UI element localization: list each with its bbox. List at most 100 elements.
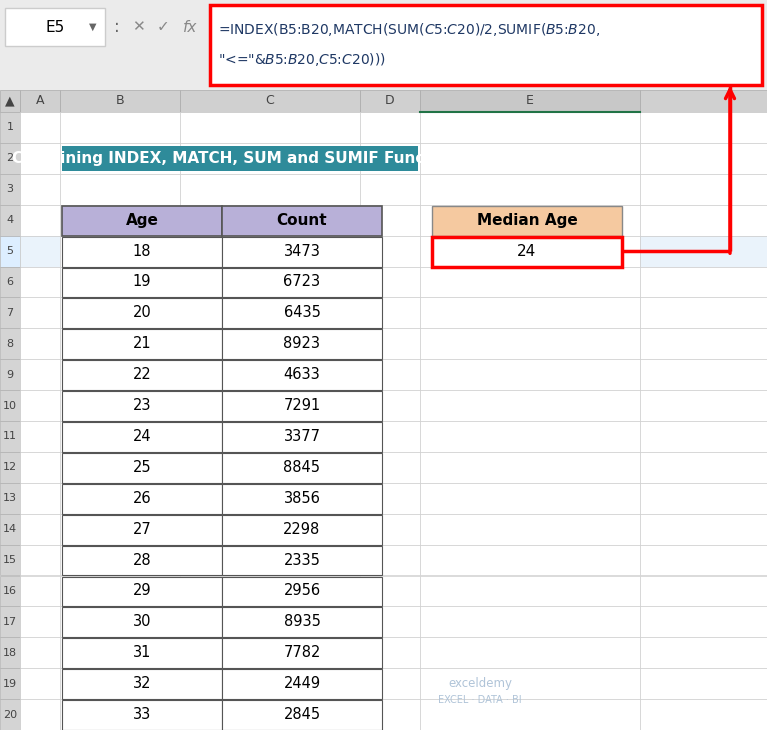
Bar: [180, 174, 360, 204]
Bar: [20, 266, 60, 297]
Text: exceldemy: exceldemy: [448, 677, 512, 690]
Bar: [222, 545, 382, 575]
Bar: [420, 483, 640, 514]
Bar: [420, 514, 640, 545]
Text: 9: 9: [6, 369, 14, 380]
Text: 33: 33: [133, 707, 151, 722]
Bar: [420, 421, 640, 452]
Bar: [20, 514, 60, 545]
Bar: [360, 328, 420, 359]
Bar: [420, 266, 640, 297]
Bar: [180, 637, 360, 668]
Bar: [60, 236, 180, 266]
Bar: [60, 483, 180, 514]
Bar: [222, 422, 382, 452]
Text: 3473: 3473: [284, 244, 321, 258]
Text: 3856: 3856: [284, 491, 321, 506]
Text: =INDEX(B5:B20,MATCH(SUM($C$5:$C$20)/2,SUMIF($B$5:$B$20,: =INDEX(B5:B20,MATCH(SUM($C$5:$C$20)/2,SU…: [218, 20, 600, 37]
Bar: [360, 390, 420, 421]
Bar: [222, 329, 382, 359]
Bar: [180, 390, 360, 421]
Bar: [640, 359, 767, 390]
Bar: [180, 452, 360, 483]
Text: 24: 24: [518, 244, 537, 258]
Bar: [20, 328, 60, 359]
Text: 17: 17: [3, 617, 17, 627]
Bar: [0, 0, 767, 90]
Text: 25: 25: [133, 460, 151, 474]
Bar: [20, 390, 60, 421]
Bar: [180, 421, 360, 452]
Bar: [0, 668, 20, 699]
Bar: [60, 607, 180, 637]
Text: 13: 13: [3, 493, 17, 503]
Text: A: A: [36, 94, 44, 107]
Bar: [420, 668, 640, 699]
Text: "<="&$B$5:$B$20,$C$5:$C$20))): "<="&$B$5:$B$20,$C$5:$C$20))): [218, 52, 386, 69]
Bar: [640, 452, 767, 483]
Bar: [420, 90, 640, 112]
Bar: [0, 236, 20, 266]
Text: B: B: [116, 94, 124, 107]
Bar: [360, 143, 420, 174]
Text: 22: 22: [133, 367, 151, 382]
Bar: [222, 577, 382, 607]
Bar: [62, 638, 222, 668]
Bar: [62, 237, 222, 266]
Text: 6723: 6723: [284, 274, 321, 290]
Bar: [60, 204, 180, 236]
Bar: [222, 484, 382, 514]
Bar: [640, 90, 767, 112]
Bar: [62, 422, 222, 452]
Text: C: C: [265, 94, 275, 107]
Bar: [640, 204, 767, 236]
Bar: [60, 668, 180, 699]
Bar: [360, 607, 420, 637]
Text: 2449: 2449: [284, 676, 321, 691]
Text: Count: Count: [277, 212, 328, 228]
Text: 28: 28: [133, 553, 151, 567]
Bar: [62, 484, 222, 514]
Bar: [180, 359, 360, 390]
Bar: [360, 421, 420, 452]
Bar: [360, 483, 420, 514]
Bar: [222, 515, 382, 545]
Bar: [180, 575, 360, 607]
Bar: [640, 575, 767, 607]
Bar: [62, 360, 222, 390]
Bar: [640, 607, 767, 637]
Text: 6435: 6435: [284, 305, 321, 320]
Text: 20: 20: [3, 710, 17, 720]
Bar: [60, 90, 180, 112]
Text: Combining INDEX, MATCH, SUM and SUMIF Functions: Combining INDEX, MATCH, SUM and SUMIF Fu…: [12, 151, 468, 166]
Text: 2956: 2956: [284, 583, 321, 599]
Bar: [360, 514, 420, 545]
Bar: [360, 297, 420, 328]
Bar: [640, 143, 767, 174]
Text: ▼: ▼: [89, 22, 97, 32]
Bar: [62, 299, 222, 328]
Bar: [640, 699, 767, 730]
Bar: [180, 545, 360, 575]
Bar: [20, 545, 60, 575]
Bar: [640, 483, 767, 514]
Bar: [62, 700, 222, 730]
Bar: [180, 266, 360, 297]
Text: 8923: 8923: [284, 337, 321, 351]
Bar: [60, 699, 180, 730]
Bar: [60, 112, 180, 143]
Bar: [0, 204, 20, 236]
Bar: [420, 545, 640, 575]
Bar: [20, 452, 60, 483]
Bar: [0, 328, 20, 359]
Bar: [640, 390, 767, 421]
Bar: [360, 699, 420, 730]
Bar: [180, 699, 360, 730]
Bar: [60, 143, 180, 174]
Text: 10: 10: [3, 401, 17, 410]
Bar: [20, 607, 60, 637]
Bar: [20, 359, 60, 390]
Bar: [0, 421, 20, 452]
Text: 20: 20: [133, 305, 151, 320]
Bar: [420, 575, 640, 607]
